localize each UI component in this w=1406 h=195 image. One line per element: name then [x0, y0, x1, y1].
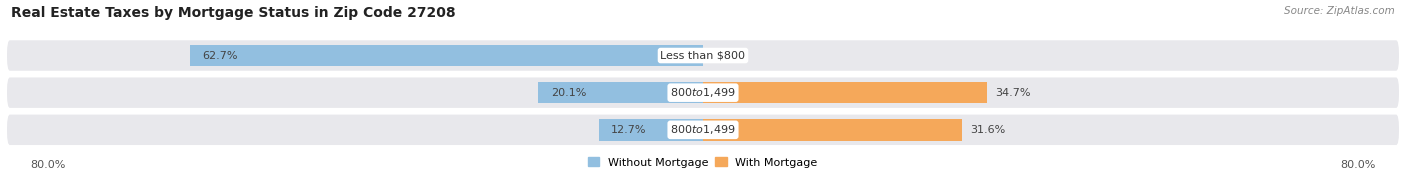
Legend: Without Mortgage, With Mortgage: Without Mortgage, With Mortgage: [588, 158, 818, 168]
Bar: [599, 119, 703, 141]
Text: Less than $800: Less than $800: [661, 51, 745, 60]
Text: 62.7%: 62.7%: [202, 51, 238, 60]
Text: 0.0%: 0.0%: [711, 51, 740, 60]
Text: 20.1%: 20.1%: [551, 88, 586, 98]
Text: $800 to $1,499: $800 to $1,499: [671, 86, 735, 99]
Text: 12.7%: 12.7%: [612, 125, 647, 135]
Text: Source: ZipAtlas.com: Source: ZipAtlas.com: [1284, 6, 1395, 16]
Bar: [190, 45, 703, 66]
FancyBboxPatch shape: [7, 40, 1399, 71]
Text: 31.6%: 31.6%: [970, 125, 1005, 135]
Text: $800 to $1,499: $800 to $1,499: [671, 123, 735, 136]
FancyBboxPatch shape: [7, 115, 1399, 145]
Bar: [538, 82, 703, 103]
Text: 34.7%: 34.7%: [995, 88, 1031, 98]
Bar: [703, 82, 987, 103]
Bar: [703, 119, 962, 141]
Text: Real Estate Taxes by Mortgage Status in Zip Code 27208: Real Estate Taxes by Mortgage Status in …: [11, 6, 456, 20]
FancyBboxPatch shape: [7, 77, 1399, 108]
